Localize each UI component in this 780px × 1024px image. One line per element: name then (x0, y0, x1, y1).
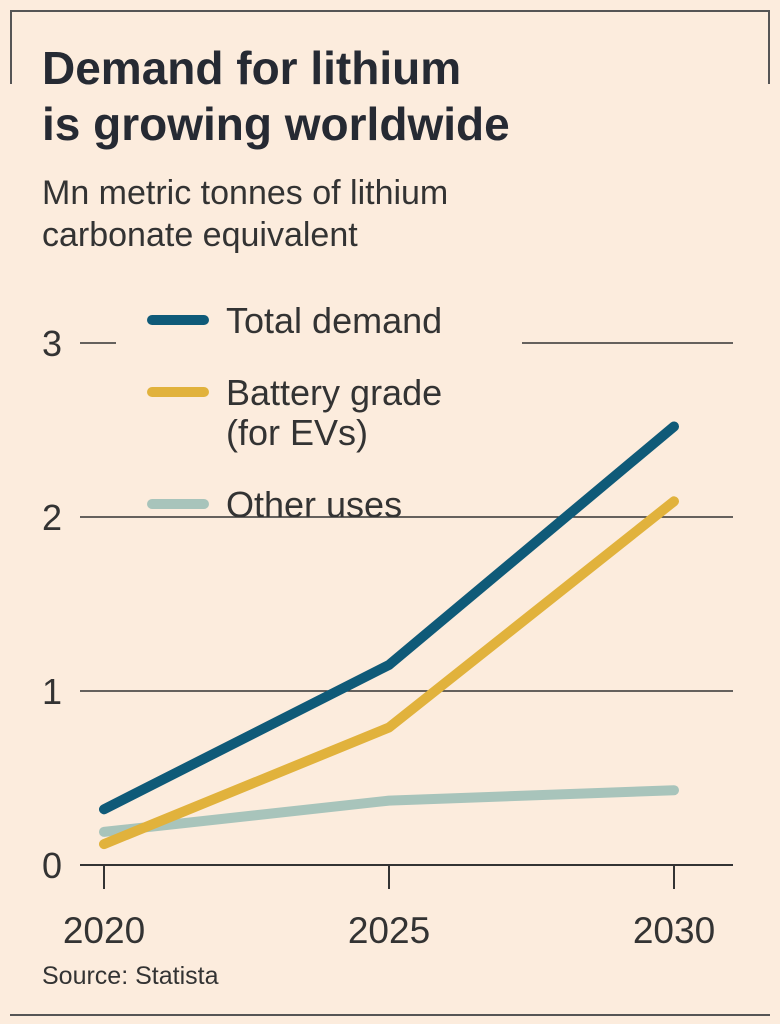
chart-subtitle: Mn metric tonnes of lithium carbonate eq… (42, 172, 742, 256)
subtitle-line-2: carbonate equivalent (42, 216, 358, 254)
grid-layer: 0 1 2 3 2020 2025 2030 (42, 323, 733, 951)
y-tick-label-0: 0 (42, 845, 62, 886)
source-note: Source: Statista (42, 962, 219, 990)
legend-label-total-demand: Total demand (226, 300, 442, 341)
title-line-1: Demand for lithium (42, 42, 462, 94)
frame-right-border (768, 10, 770, 84)
series-layer (99, 421, 679, 850)
series-line-total-demand (99, 421, 679, 815)
legend: Total demand Battery grade(for EVs) Other … (147, 300, 442, 525)
chart-title: Demand for lithium is growing worldwide (42, 40, 742, 152)
x-tick-label-2030: 2030 (633, 910, 715, 951)
series-line-battery-grade-for-evs (99, 496, 679, 850)
frame-bottom-border (10, 1014, 770, 1016)
x-tick-label-2025: 2025 (348, 910, 430, 951)
subtitle-line-1: Mn metric tonnes of lithium (42, 174, 449, 212)
legend-label-battery-grade-for-evs-line-2: (for EVs) (226, 412, 368, 453)
x-tick-label-2020: 2020 (63, 910, 145, 951)
series-line-other-uses (99, 785, 679, 837)
legend-label-other-uses: Other uses (226, 484, 402, 525)
frame-left-border (10, 10, 12, 84)
y-tick-label-3: 3 (42, 323, 62, 364)
title-line-2: is growing worldwide (42, 98, 510, 150)
frame-top-border (10, 10, 770, 12)
y-tick-label-1: 1 (42, 671, 62, 712)
y-tick-label-2: 2 (42, 497, 62, 538)
legend-label-battery-grade-for-evs-line-1: Battery grade (226, 372, 442, 413)
